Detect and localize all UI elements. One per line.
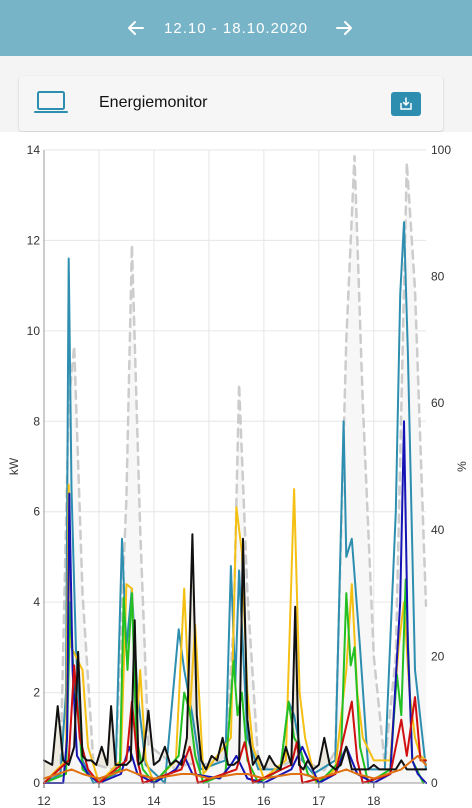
series-area <box>44 156 426 784</box>
y-tick-label: 14 <box>27 143 41 157</box>
y-tick-label: 8 <box>33 414 40 428</box>
y-tick-label: 0 <box>33 776 40 790</box>
y2-tick-label: 40 <box>431 523 445 537</box>
series-line <box>43 533 427 771</box>
x-tick-label: 16 <box>257 794 271 808</box>
laptop-icon <box>34 91 68 113</box>
series-line <box>43 420 427 784</box>
date-range: 12.10 - 18.10.2020 <box>164 19 308 37</box>
x-tick-label: 12 <box>37 794 51 808</box>
y2-tick-label: 60 <box>431 396 445 410</box>
arrow-left-icon <box>128 21 144 35</box>
y2-tick-label: 20 <box>431 649 445 663</box>
series-line <box>43 754 427 780</box>
series-line <box>43 578 425 784</box>
chart-area: 0 2 4 6 8 10 12 14 0 20 40 60 80 100 12 13 14 15 16 17 18 kW% <box>0 132 472 808</box>
y2-axis-label: % <box>455 461 469 472</box>
y-tick-label: 6 <box>33 505 40 519</box>
x-tick-label: 17 <box>312 794 326 808</box>
x-tick-label: 14 <box>147 794 161 808</box>
y-tick-label: 10 <box>27 324 41 338</box>
x-tick-label: 18 <box>367 794 381 808</box>
download-button[interactable] <box>391 92 421 116</box>
x-tick-label: 15 <box>202 794 216 808</box>
x-tick-label: 13 <box>92 794 106 808</box>
y-tick-label: 4 <box>33 595 40 609</box>
y2-tick-label: 0 <box>431 776 438 790</box>
arrow-right-icon <box>336 21 352 35</box>
y-tick-label: 2 <box>33 686 40 700</box>
previous-week-button[interactable] <box>122 14 150 42</box>
energy-chart: 0 2 4 6 8 10 12 14 0 20 40 60 80 100 12 13 14 15 16 17 18 kW% <box>7 143 469 808</box>
y-tick-label: 12 <box>27 233 41 247</box>
y2-tick-label: 100 <box>431 143 451 157</box>
monitor-card: Energiemonitor <box>19 76 443 131</box>
header-bar: 12.10 - 18.10.2020 <box>0 0 472 56</box>
download-icon <box>400 97 412 110</box>
y2-tick-label: 80 <box>431 270 445 284</box>
card-title: Energiemonitor <box>99 94 208 111</box>
next-week-button[interactable] <box>330 14 358 42</box>
y-axis-label: kW <box>7 457 21 475</box>
